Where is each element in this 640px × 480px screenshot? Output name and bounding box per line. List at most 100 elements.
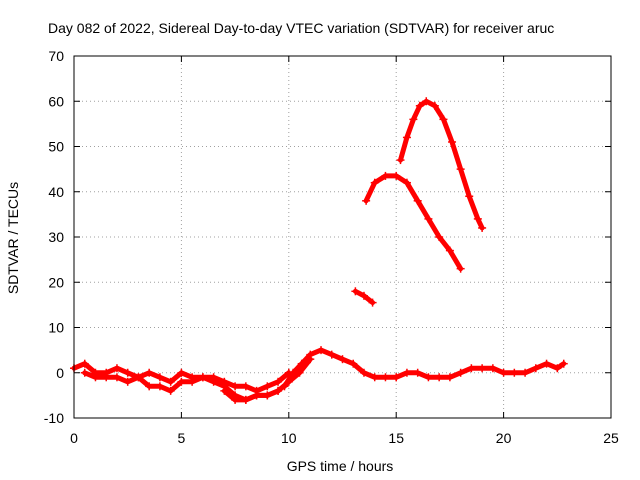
data-point <box>123 377 132 386</box>
data-point <box>155 373 164 382</box>
data-point <box>134 373 143 382</box>
data-point <box>456 368 465 377</box>
data-point <box>467 364 476 373</box>
data-point <box>263 382 272 391</box>
data-point <box>448 137 457 146</box>
data-point <box>112 373 121 382</box>
y-axis-label: SDTVAR / TECUs <box>5 182 21 294</box>
data-point <box>439 115 448 124</box>
data-point <box>402 178 411 187</box>
x-tick-label: 5 <box>178 430 186 446</box>
data-point <box>280 382 289 391</box>
data-point <box>424 214 433 223</box>
data-point <box>402 133 411 142</box>
data-point <box>102 373 111 382</box>
x-tick-label: 20 <box>496 430 512 446</box>
data-point <box>409 115 418 124</box>
y-tick-label: 10 <box>48 320 64 336</box>
data-point <box>402 368 411 377</box>
series-line <box>398 98 485 231</box>
data-point <box>510 368 519 377</box>
data-point <box>220 386 229 395</box>
data-point <box>274 386 283 395</box>
data-point <box>198 373 207 382</box>
x-tick-label: 25 <box>603 430 619 446</box>
data-point <box>241 395 250 404</box>
x-tick-label: 15 <box>388 430 404 446</box>
data-point <box>231 395 240 404</box>
data-point <box>531 364 540 373</box>
data-point <box>370 178 379 187</box>
data-point <box>456 264 465 273</box>
y-tick-label: 70 <box>48 48 64 64</box>
data-point <box>559 359 568 368</box>
data-point <box>553 364 562 373</box>
data-point <box>145 368 154 377</box>
data-point <box>392 171 401 180</box>
data-point <box>359 291 368 300</box>
y-tick-label: 50 <box>48 139 64 155</box>
data-point <box>521 368 530 377</box>
plot-frame <box>73 55 612 419</box>
data-point <box>435 373 444 382</box>
data-point <box>241 382 250 391</box>
data-point <box>456 165 465 174</box>
data-point <box>349 359 358 368</box>
data-point <box>80 359 89 368</box>
data-point <box>274 377 283 386</box>
series-short-arc-13h <box>351 287 377 307</box>
data-point <box>392 373 401 382</box>
data-point <box>155 382 164 391</box>
data-point <box>145 382 154 391</box>
data-point <box>424 373 433 382</box>
y-tick-label: 20 <box>48 274 64 290</box>
data-point <box>80 368 89 377</box>
data-point <box>362 196 371 205</box>
data-point <box>263 391 272 400</box>
data-point <box>112 364 121 373</box>
data-point <box>488 364 497 373</box>
data-point <box>188 377 197 386</box>
x-tick-label: 0 <box>70 430 78 446</box>
data-point <box>177 368 186 377</box>
data-point <box>465 192 474 201</box>
axis-ticks: 0 5 10 15 20 25 -10 0 10 20 30 40 50 60 70 <box>44 48 619 446</box>
data-point <box>445 373 454 382</box>
data-point <box>370 373 379 382</box>
y-tick-label: 60 <box>48 93 64 109</box>
data-point <box>430 101 439 110</box>
data-point <box>327 350 336 359</box>
data-point <box>415 101 424 110</box>
data-point <box>166 386 175 395</box>
data-point <box>231 382 240 391</box>
data-point <box>478 223 487 232</box>
data-point <box>368 298 377 307</box>
series-tail-15-23h <box>392 359 568 382</box>
series-arc-after-10h <box>280 346 401 391</box>
data-point <box>91 373 100 382</box>
x-axis-label: GPS time / hours <box>287 458 394 474</box>
data-point <box>351 287 360 296</box>
data-point <box>177 377 186 386</box>
data-point <box>445 246 454 255</box>
data-point <box>338 355 347 364</box>
plot-series <box>70 97 568 404</box>
data-point <box>252 391 261 400</box>
y-tick-label: 40 <box>48 184 64 200</box>
data-point <box>123 368 132 377</box>
data-point <box>166 377 175 386</box>
series-arc-peak-60 <box>396 97 487 232</box>
data-point <box>297 359 306 368</box>
data-point <box>499 368 508 377</box>
grid <box>74 56 611 418</box>
x-tick-label: 10 <box>281 430 297 446</box>
data-point <box>413 368 422 377</box>
data-point <box>289 368 298 377</box>
chart-title: Day 082 of 2022, Sidereal Day-to-day VTE… <box>48 20 554 36</box>
series-line <box>363 173 464 272</box>
y-tick-label: 0 <box>56 365 64 381</box>
data-point <box>435 233 444 241</box>
series-arc-peak-44 <box>362 171 465 273</box>
data-point <box>413 196 422 205</box>
